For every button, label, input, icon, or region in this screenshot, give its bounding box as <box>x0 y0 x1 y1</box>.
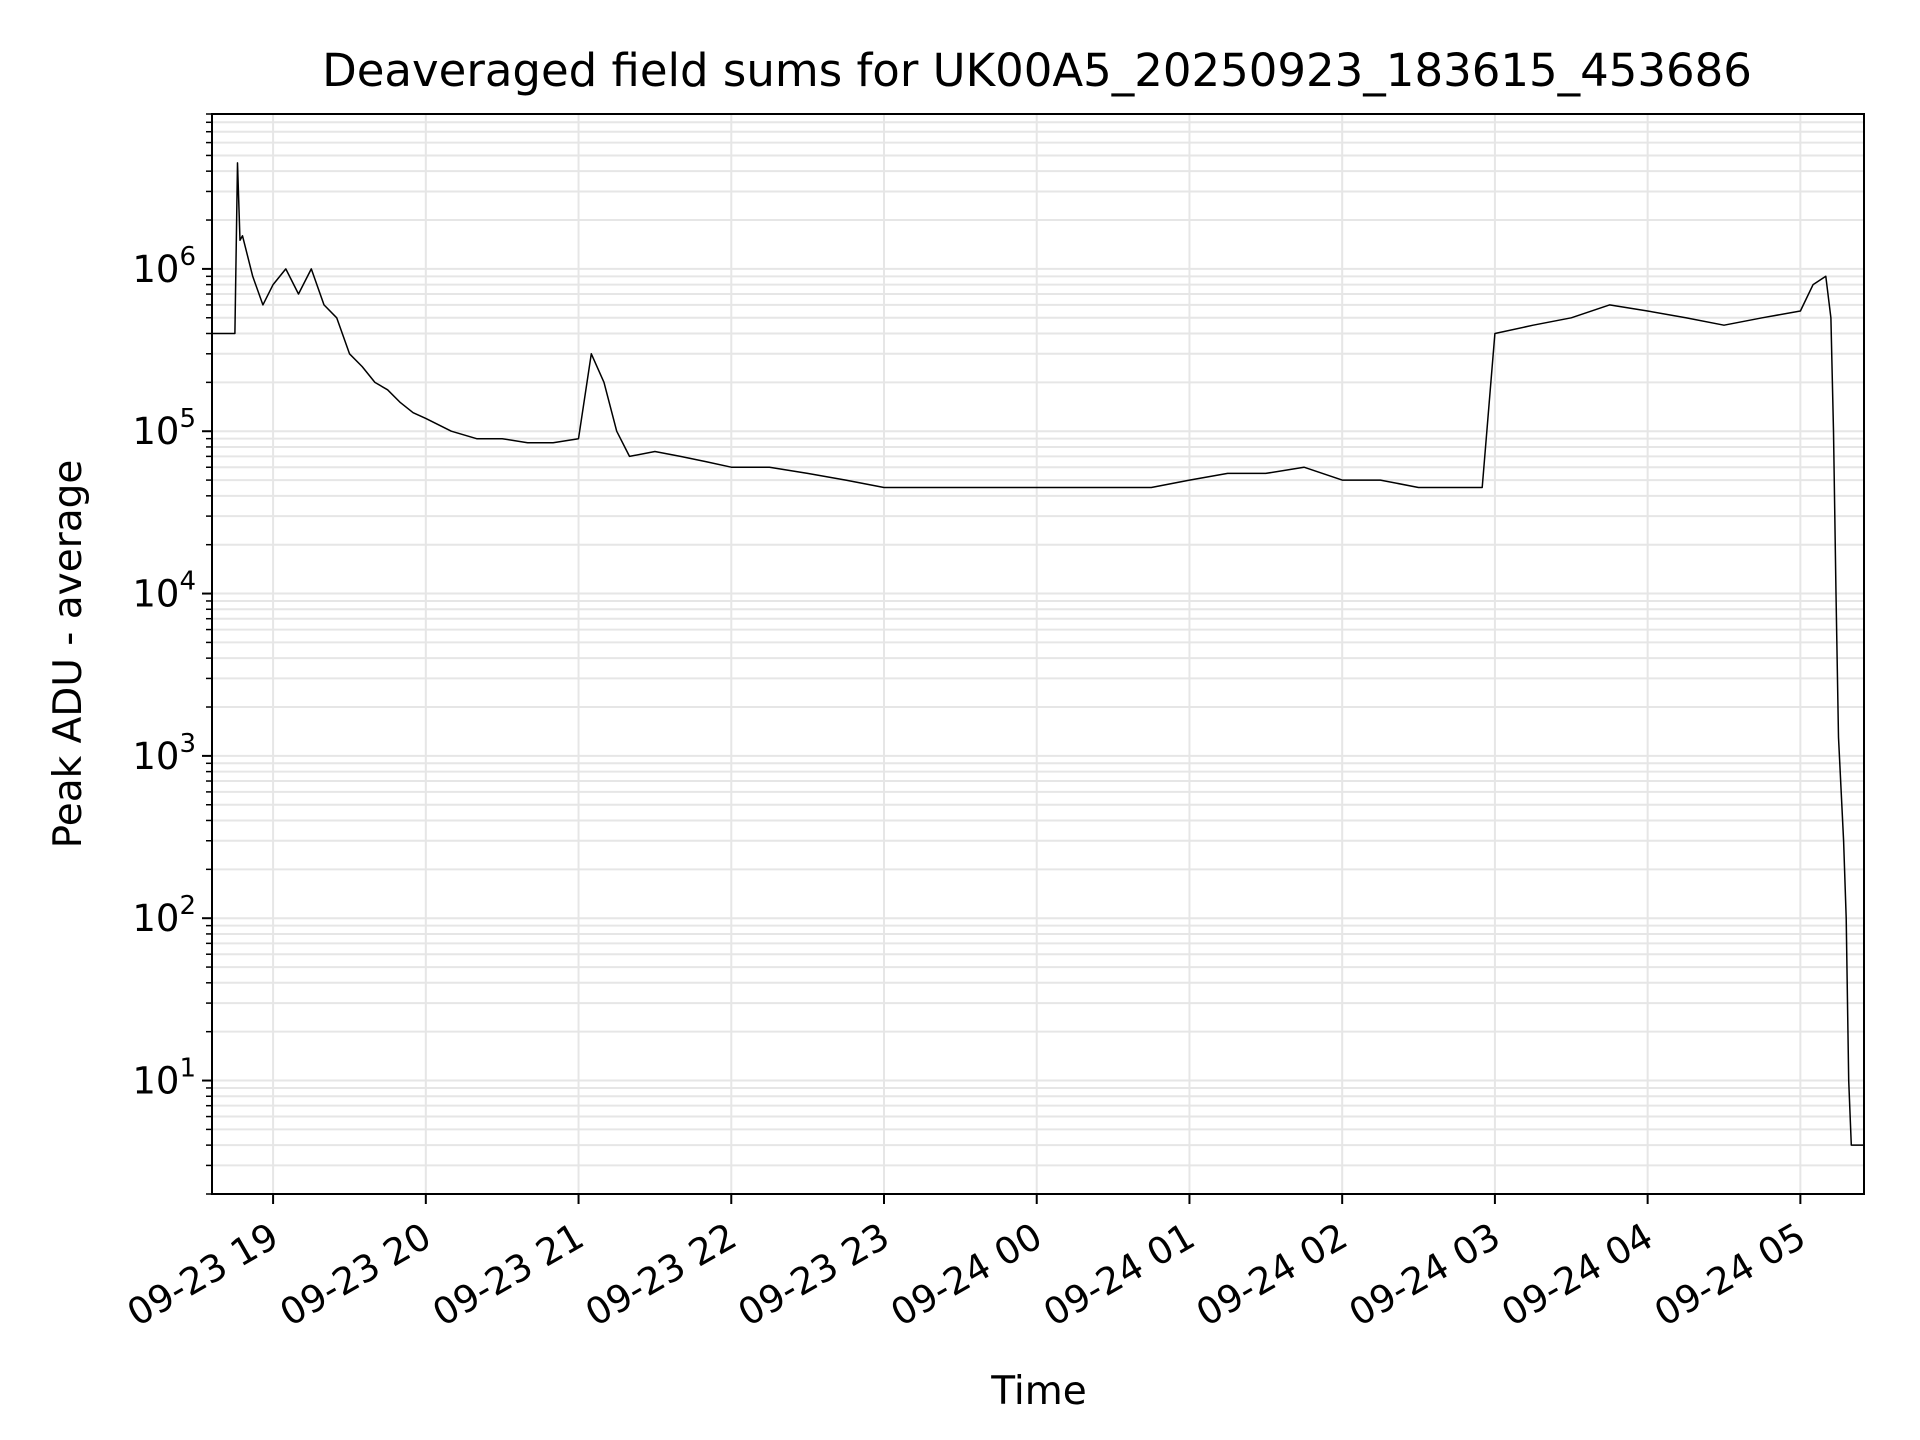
y-tick-label: 105 <box>132 404 196 453</box>
y-tick-label: 106 <box>132 242 196 291</box>
y-tick-label: 104 <box>132 567 196 616</box>
series-line <box>212 162 1864 1146</box>
chart-title: Deaveraged field sums for UK00A5_2025092… <box>322 44 1752 97</box>
y-axis: 101 102 103 104 105 106 <box>132 113 212 1195</box>
y-tick-label: 102 <box>132 891 196 940</box>
plot-frame <box>211 113 1865 1195</box>
grid <box>212 113 1864 1195</box>
series-group <box>212 162 1864 1146</box>
x-axis-label: Time <box>990 1369 1086 1414</box>
y-tick-label: 101 <box>132 1054 196 1103</box>
y-tick-label: 103 <box>132 729 196 778</box>
y-axis-label: Peak ADU - average <box>46 460 91 849</box>
